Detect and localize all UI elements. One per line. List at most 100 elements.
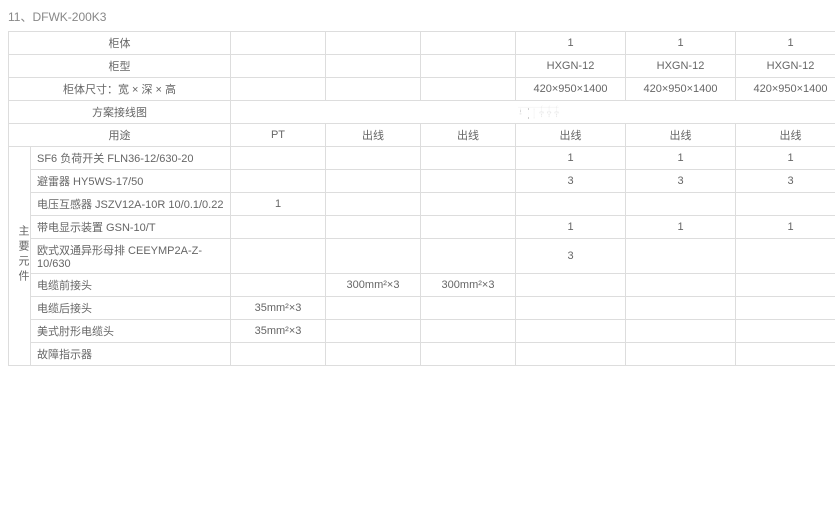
cell: 1	[736, 32, 835, 55]
row-label: 柜型	[9, 55, 231, 78]
cell	[231, 274, 326, 297]
cell	[736, 297, 835, 320]
cell: 35mm²×3	[231, 297, 326, 320]
cell: 3	[736, 170, 835, 193]
element-row: 故障指示器	[9, 343, 835, 366]
cell: 1	[626, 147, 736, 170]
cell	[326, 193, 421, 216]
row-label: 电缆后接头	[31, 297, 231, 320]
cell	[326, 147, 421, 170]
diagram-label: 方案接线图	[9, 101, 231, 124]
element-row: 电缆前接头 300mm²×3300mm²×3	[9, 274, 835, 297]
row-label: 欧式双通异形母排 CEEYMP2A-Z-10/630	[31, 239, 231, 274]
cell	[421, 343, 516, 366]
cell: HXGN-12	[626, 55, 736, 78]
row-label: SF6 负荷开关 FLN36-12/630-20	[31, 147, 231, 170]
cell	[231, 147, 326, 170]
element-row: 主要元件SF6 负荷开关 FLN36-12/630-20111	[9, 147, 835, 170]
cell	[231, 78, 326, 101]
wiring-diagram	[231, 101, 835, 124]
cell	[231, 239, 326, 274]
cell: 3	[516, 239, 626, 274]
cell	[626, 274, 736, 297]
cell	[421, 55, 516, 78]
cell: HXGN-12	[516, 55, 626, 78]
cell	[231, 55, 326, 78]
element-row: 避雷器 HY5WS-17/50333	[9, 170, 835, 193]
cell	[626, 343, 736, 366]
cell	[421, 147, 516, 170]
cell	[421, 320, 516, 343]
cell	[421, 170, 516, 193]
row-label: 柜体尺寸：宽 × 深 × 高	[9, 78, 231, 101]
diagram-row: 方案接线图	[9, 101, 835, 124]
cell	[326, 320, 421, 343]
cell	[626, 320, 736, 343]
cell	[736, 193, 835, 216]
cell: 出线	[421, 124, 516, 147]
cell: 出线	[516, 124, 626, 147]
cell	[231, 32, 326, 55]
cell: 420×950×1400	[736, 78, 835, 101]
spec-table: 柜体111柜型HXGN-12HXGN-12HXGN-12柜体尺寸：宽 × 深 ×…	[8, 31, 835, 366]
cell	[516, 320, 626, 343]
row-label: 避雷器 HY5WS-17/50	[31, 170, 231, 193]
row-label: 美式肘形电缆头	[31, 320, 231, 343]
cell: 3	[516, 170, 626, 193]
row-label: 柜体	[9, 32, 231, 55]
cell	[626, 193, 736, 216]
header-row: 柜体尺寸：宽 × 深 × 高420×950×1400420×950×140042…	[9, 78, 835, 101]
page-title: 11、DFWK-200K3	[8, 8, 827, 25]
element-group-label: 主要元件	[9, 147, 31, 366]
cell	[736, 320, 835, 343]
cell	[421, 32, 516, 55]
cell	[626, 297, 736, 320]
cell: 420×950×1400	[626, 78, 736, 101]
element-row: 带电显示装置 GSN-10/T111	[9, 216, 835, 239]
row-label: 电压互感器 JSZV12A-10R 10/0.1/0.22	[31, 193, 231, 216]
cell	[326, 343, 421, 366]
cell	[326, 55, 421, 78]
element-row: 电缆后接头35mm²×3	[9, 297, 835, 320]
cell	[516, 193, 626, 216]
cell	[421, 78, 516, 101]
element-row: 欧式双通异形母排 CEEYMP2A-Z-10/630 3	[9, 239, 835, 274]
cell: 1	[736, 147, 835, 170]
cell	[516, 343, 626, 366]
cell: 1	[626, 32, 736, 55]
cell: 1	[516, 216, 626, 239]
cell: 出线	[736, 124, 835, 147]
cell: 出线	[626, 124, 736, 147]
cell: 420×950×1400	[516, 78, 626, 101]
cell: 3	[626, 170, 736, 193]
cell: PT	[231, 124, 326, 147]
cell	[326, 216, 421, 239]
cell	[326, 32, 421, 55]
cell: 300mm²×3	[326, 274, 421, 297]
element-row: 电压互感器 JSZV12A-10R 10/0.1/0.221	[9, 193, 835, 216]
element-row: 美式肘形电缆头35mm²×3	[9, 320, 835, 343]
header-row: 柜型HXGN-12HXGN-12HXGN-12	[9, 55, 835, 78]
cell: HXGN-12	[736, 55, 835, 78]
cell	[736, 274, 835, 297]
cell: 1	[516, 147, 626, 170]
cell	[626, 239, 736, 274]
cell: 1	[516, 32, 626, 55]
cell	[736, 343, 835, 366]
cell	[736, 239, 835, 274]
vertical-label: 主要元件	[15, 225, 31, 285]
row-label: 用途	[9, 124, 231, 147]
cell	[421, 297, 516, 320]
cell	[326, 297, 421, 320]
cell: 1	[626, 216, 736, 239]
cell	[326, 239, 421, 274]
cell	[231, 216, 326, 239]
cell: 35mm²×3	[231, 320, 326, 343]
row-label: 电缆前接头	[31, 274, 231, 297]
cell: 1	[231, 193, 326, 216]
cell	[326, 78, 421, 101]
cell	[516, 297, 626, 320]
cell	[516, 274, 626, 297]
cell	[421, 216, 516, 239]
cell: 300mm²×3	[421, 274, 516, 297]
